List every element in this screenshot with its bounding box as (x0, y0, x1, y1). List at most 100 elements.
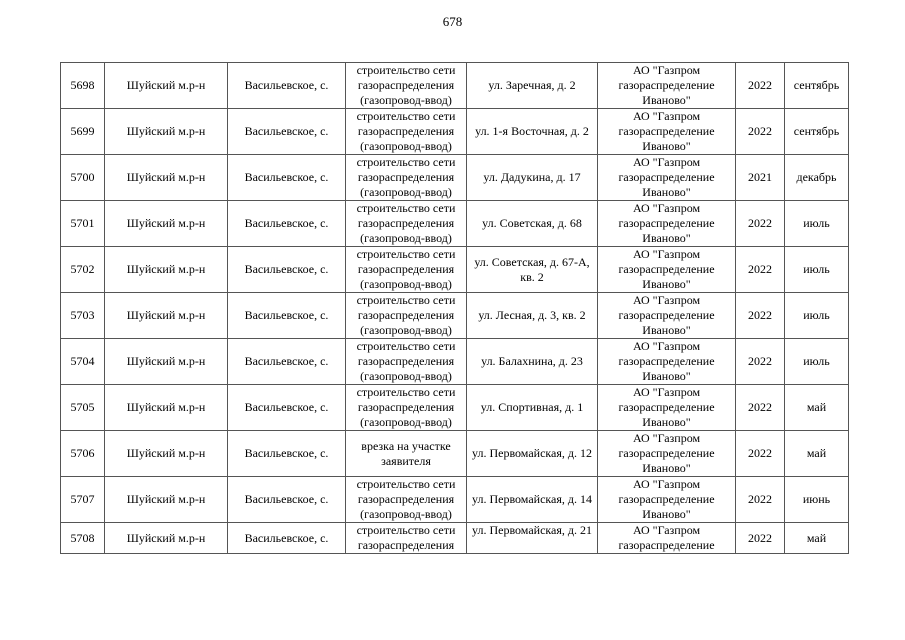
cell-year: 2022 (735, 200, 785, 247)
cell-work: строительство сети газораспределения (га… (345, 62, 467, 109)
cell-year: 2022 (735, 108, 785, 155)
cell-address: ул. Дадукина, д. 17 (466, 154, 598, 201)
cell-text: строительство сети газораспределения (га… (356, 293, 456, 338)
cell-org: АО "Газпром газораспределение Иваново" (597, 154, 736, 201)
cell-text: ул. Советская, д. 67-А, кв. 2 (474, 254, 590, 284)
table-row: 5700 Шуйский м.р-н Васильевское, с. строите… (60, 154, 849, 201)
cell-text: строительство сети газораспределения (га… (356, 247, 456, 292)
cell-text: строительство сети газораспределения (га… (356, 201, 456, 246)
cell-text: Шуйский м.р-н (126, 354, 206, 368)
cell-month: май (784, 384, 849, 431)
cell-work: строительство сети газораспределения (га… (345, 154, 467, 201)
cell-month: май (784, 430, 849, 477)
cell-num: 5698 (60, 62, 105, 109)
cell-district: Шуйский м.р-н (104, 384, 228, 431)
cell-text: ул. Дадукина, д. 17 (483, 170, 581, 184)
cell-text: АО "Газпром газораспределение Иваново" (618, 109, 715, 154)
cell-text: 2022 (748, 308, 772, 322)
cell-text: 5707 (70, 492, 95, 506)
cell-text: ул. Первомайская, д. 14 (472, 492, 592, 506)
cell-text: строительство сети газораспределения (га… (356, 109, 456, 154)
cell-text: Васильевское, с. (244, 216, 329, 230)
cell-month: сентябрь (784, 108, 849, 155)
cell-address: ул. Лесная, д. 3, кв. 2 (466, 292, 598, 339)
cell-text: строительство сети газораспределения (356, 523, 456, 553)
cell-address: ул. Заречная, д. 2 (466, 62, 598, 109)
cell-text: июль (803, 354, 830, 368)
cell-org: АО "Газпром газораспределение Иваново" (597, 430, 736, 477)
page-number: 678 (442, 14, 463, 29)
cell-address: ул. Советская, д. 67-А, кв. 2 (466, 246, 598, 293)
cell-text: 5700 (70, 170, 95, 184)
cell-text: июль (803, 262, 830, 276)
cell-org: АО "Газпром газораспределение Иваново" (597, 384, 736, 431)
cell-text: АО "Газпром газораспределение Иваново" (618, 247, 715, 292)
cell-text: Васильевское, с. (244, 124, 329, 138)
cell-district: Шуйский м.р-н (104, 108, 228, 155)
cell-work: строительство сети газораспределения (га… (345, 384, 467, 431)
cell-work: строительство сети газораспределения (га… (345, 338, 467, 385)
cell-text: Васильевское, с. (244, 400, 329, 414)
cell-text: строительство сети газораспределения (га… (356, 339, 456, 384)
cell-text: Шуйский м.р-н (126, 400, 206, 414)
cell-text: июль (803, 216, 830, 230)
cell-text: АО "Газпром газораспределение Иваново" (618, 155, 715, 200)
cell-text: 5705 (70, 400, 95, 414)
cell-year: 2022 (735, 384, 785, 431)
cell-text: 2022 (748, 354, 772, 368)
cell-address: ул. Первомайская, д. 14 (466, 476, 598, 523)
cell-district: Шуйский м.р-н (104, 154, 228, 201)
cell-org: АО "Газпром газораспределение Иваново" (597, 476, 736, 523)
cell-text: 5704 (70, 354, 95, 368)
cell-text: АО "Газпром газораспределение (618, 523, 715, 553)
cell-work: строительство сети газораспределения (га… (345, 200, 467, 247)
cell-text: Васильевское, с. (244, 354, 329, 368)
cell-org: АО "Газпром газораспределение Иваново" (597, 246, 736, 293)
cell-year: 2022 (735, 292, 785, 339)
cell-text: ул. Спортивная, д. 1 (480, 400, 584, 414)
cell-text: 5701 (70, 216, 95, 230)
cell-month: июль (784, 292, 849, 339)
cell-address: ул. Балахнина, д. 23 (466, 338, 598, 385)
cell-address: ул. Советская, д. 68 (466, 200, 598, 247)
cell-text: ул. Балахнина, д. 23 (481, 354, 583, 368)
cell-text: 5698 (70, 78, 95, 92)
cell-text: Шуйский м.р-н (126, 124, 206, 138)
cell-locality: Васильевское, с. (227, 292, 346, 339)
cell-text: 5708 (70, 530, 95, 545)
table-row: 5706 Шуйский м.р-н Васильевское, с. врезка … (60, 430, 849, 477)
cell-text: Шуйский м.р-н (126, 170, 206, 184)
cell-text: июнь (802, 492, 831, 506)
cell-district: Шуйский м.р-н (104, 200, 228, 247)
cell-year: 2022 (735, 522, 785, 554)
table-row: 5707 Шуйский м.р-н Васильевское, с. строите… (60, 476, 849, 523)
cell-text: Шуйский м.р-н (126, 308, 206, 322)
cell-text: 2022 (748, 446, 772, 460)
cell-text: АО "Газпром газораспределение Иваново" (618, 293, 715, 338)
cell-text: 2022 (748, 530, 772, 545)
cell-num: 5700 (60, 154, 105, 201)
cell-text: 5706 (70, 446, 95, 460)
cell-month: июнь (784, 476, 849, 523)
cell-district: Шуйский м.р-н (104, 338, 228, 385)
cell-text: Шуйский м.р-н (126, 530, 206, 545)
cell-district: Шуйский м.р-н (104, 430, 228, 477)
cell-num: 5699 (60, 108, 105, 155)
cell-district: Шуйский м.р-н (104, 522, 228, 554)
cell-text: декабрь (796, 170, 837, 184)
cell-text: 5702 (70, 262, 95, 276)
cell-district: Шуйский м.р-н (104, 292, 228, 339)
table-row: 5703 Шуйский м.р-н Васильевское, с. строите… (60, 292, 849, 339)
cell-text: Васильевское, с. (244, 308, 329, 322)
cell-text: Шуйский м.р-н (126, 262, 206, 276)
cell-work: строительство сети газораспределения (га… (345, 292, 467, 339)
table-row: 5699 Шуйский м.р-н Васильевское, с. строите… (60, 108, 849, 155)
cell-text: Шуйский м.р-н (126, 492, 206, 506)
cell-text: АО "Газпром газораспределение Иваново" (618, 477, 715, 522)
cell-text: май (806, 400, 827, 414)
cell-text: 2022 (748, 216, 772, 230)
cell-org: АО "Газпром газораспределение Иваново" (597, 200, 736, 247)
cell-text: 5703 (70, 308, 95, 322)
cell-num: 5707 (60, 476, 105, 523)
cell-text: ул. 1-я Восточная, д. 2 (475, 124, 589, 138)
